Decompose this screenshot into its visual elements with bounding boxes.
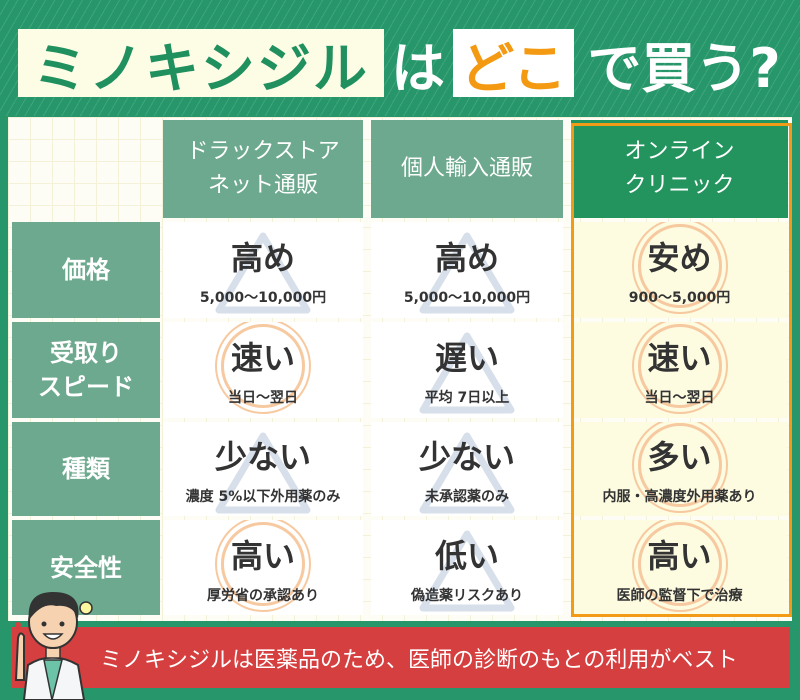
cell-rating: 高め: [434, 239, 499, 277]
column-header-line1: オンライン: [624, 139, 735, 164]
cell-detail: 5,000〜10,000円: [403, 290, 531, 306]
row-label-line1: 安全性: [50, 553, 122, 582]
title-particle: は: [391, 36, 445, 100]
comparison-table: ドラックストア ネット通販 個人輸入通販 オンラインクリニック価格 高め 5,000〜10…: [8, 117, 792, 621]
circle-mark-icon: [221, 521, 305, 606]
triangle-mark-icon: [419, 232, 515, 314]
cell-detail: 5,000〜10,000円: [199, 290, 327, 306]
cell-rating: 高め: [230, 239, 295, 277]
cell-rating: 高い: [647, 536, 712, 575]
row-label-line1: 種類: [62, 455, 110, 483]
row-label-line1: 価格: [62, 256, 110, 284]
column-header: オンラインクリニック: [571, 120, 788, 218]
cell-detail: 未承認薬のみ: [425, 489, 509, 505]
table-cell: 低い偽造薬リスクあり: [371, 520, 563, 615]
cell-detail: 内服・高濃度外用薬あり: [602, 489, 757, 505]
doctor-illustration: [14, 592, 93, 700]
table-cell: 遅い平均 7日以上: [371, 322, 563, 418]
column-header: 個人輸入通販: [371, 120, 563, 218]
cell-rating: 高い: [230, 536, 295, 575]
conclusion-banner: ミノキシジルは医薬品のため、医師の診断のもとの利用がベスト: [12, 627, 790, 688]
cell-detail: 平均 7日以上: [424, 390, 510, 406]
cell-rating: 遅い: [434, 339, 499, 377]
cell-detail: 900〜5,000円: [628, 290, 731, 306]
title-where: どこ: [453, 29, 574, 100]
banner-text: ミノキシジルは医薬品のため、医師の診断のもとの利用がベスト: [100, 647, 738, 673]
table-cell: 高め 5,000〜10,000円: [163, 222, 363, 318]
column-header-line1: 個人輸入通販: [400, 156, 533, 181]
table-cell: 少ない 未承認薬のみ: [371, 422, 563, 516]
table-cell: 速い 当日〜翌日: [163, 322, 363, 418]
row-label-line1: 受取り: [50, 339, 122, 367]
table-cell: 高い厚労省の承認あり: [163, 520, 363, 615]
circle-mark-icon: [221, 324, 305, 408]
circle-mark-icon: [637, 224, 722, 308]
column-header-line2: クリニック: [624, 173, 735, 198]
column-header-line2: ネット通販: [207, 173, 318, 198]
column-header: ドラックストア ネット通販: [163, 120, 363, 218]
cell-detail: 医師の監督下で治療: [616, 587, 743, 604]
row-label: 種類: [12, 422, 160, 516]
title-banner: ミノキシジル は どこ で買う?: [0, 0, 800, 116]
cell-rating: 速い: [230, 339, 295, 377]
column-header-line1: ドラックストア: [186, 139, 340, 164]
cell-detail: 偽造薬リスクあり: [411, 587, 523, 604]
triangle-mark-icon: [419, 432, 515, 514]
cell-detail: 濃度 5%以下外用薬のみ: [185, 489, 341, 505]
cell-rating: 安め: [647, 239, 712, 277]
cell-rating: 低い: [434, 536, 499, 575]
cell-detail: 当日〜翌日: [228, 390, 298, 406]
table-cell: 少ない濃度 5%以下外用薬のみ: [163, 422, 363, 516]
table-cell: 高め 5,000〜10,000円: [371, 222, 563, 318]
table-cell: 安め 900〜5,000円: [571, 222, 788, 318]
title-buy: で買う?: [587, 36, 781, 100]
cell-rating: 少ない: [214, 438, 311, 476]
cell-rating: 少ない: [418, 438, 515, 476]
table-cell: 高い医師の監督下で治療: [571, 520, 788, 615]
title-minoxidil: ミノキシジル: [18, 29, 384, 100]
cell-rating: 多い: [647, 438, 712, 476]
cell-detail: 当日〜翌日: [644, 390, 715, 406]
triangle-mark-icon: [419, 332, 515, 414]
cell-detail: 厚労省の承認あり: [207, 587, 319, 604]
table-cell: 速い 当日〜翌日: [571, 322, 788, 418]
circle-mark-icon: [637, 521, 722, 606]
table-cell: 多い内服・高濃度外用薬あり: [571, 422, 788, 516]
circle-mark-icon: [637, 324, 722, 408]
circle-mark-icon: [637, 423, 722, 507]
triangle-mark-icon: [215, 432, 311, 514]
cell-rating: 速い: [647, 339, 712, 377]
row-label: 価格: [12, 222, 160, 318]
triangle-mark-icon: [419, 530, 515, 612]
row-label-line2: スピード: [38, 373, 134, 401]
triangle-mark-icon: [215, 232, 311, 314]
row-label: 受取り スピード: [12, 322, 160, 418]
